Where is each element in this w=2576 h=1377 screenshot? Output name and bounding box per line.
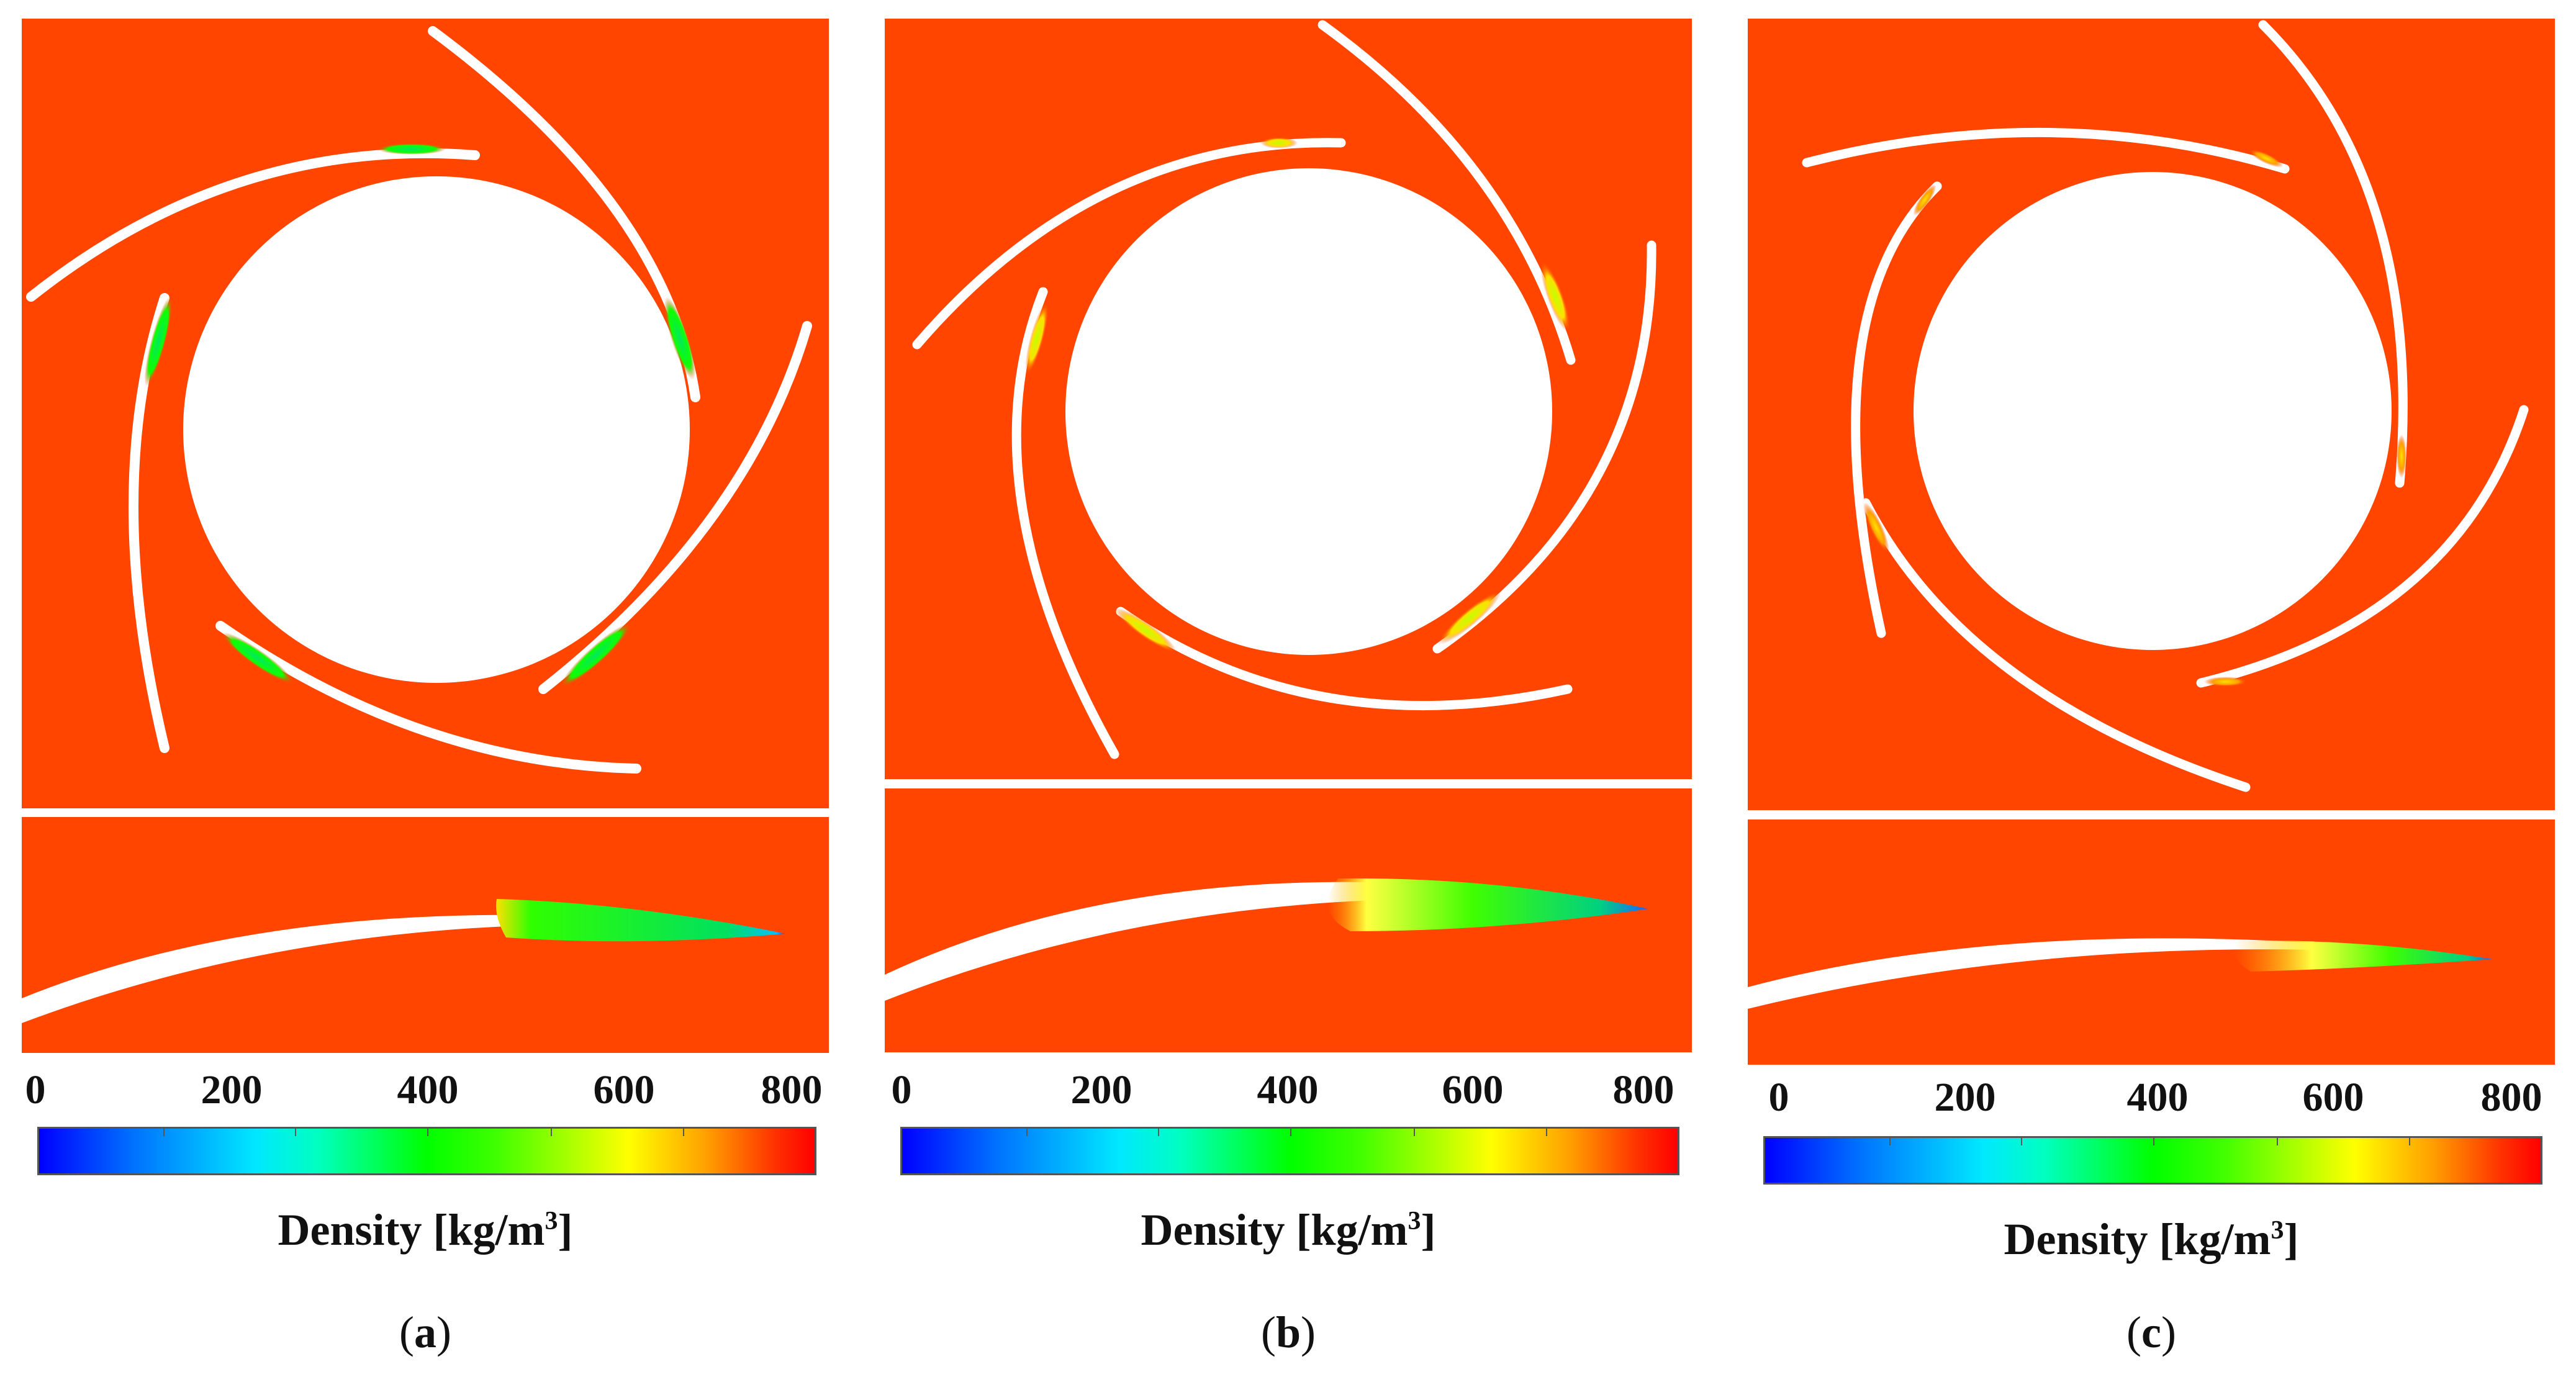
panel-caption: (b) bbox=[1260, 1307, 1316, 1357]
blade-4 bbox=[1861, 498, 2251, 792]
blade-4 bbox=[215, 621, 641, 774]
blade-1 bbox=[1802, 127, 2290, 174]
cavity-region-4 bbox=[222, 632, 294, 684]
panel-b-contour bbox=[885, 19, 1692, 1052]
zoom-blade bbox=[22, 914, 785, 1023]
colorbar-title: Density [kg/m3] bbox=[2004, 1214, 2299, 1264]
cavity-region-5 bbox=[1025, 302, 1049, 375]
panel-c-contour bbox=[1748, 19, 2555, 1065]
blade-3 bbox=[2196, 405, 2529, 688]
hub-circle bbox=[183, 176, 690, 683]
cavity-region-5 bbox=[144, 296, 173, 387]
tick-label-600: 600 bbox=[593, 1067, 655, 1113]
cavity-region-5 bbox=[1913, 184, 1937, 215]
panel-caption: (a) bbox=[399, 1307, 451, 1357]
colorbar-tick-labels: 0 200 400 600 800 bbox=[1742, 1074, 2561, 1120]
tick-label-200: 200 bbox=[1934, 1075, 1996, 1120]
cavity-region-2 bbox=[2397, 435, 2407, 478]
cavity-region-2 bbox=[1540, 261, 1570, 332]
tick-label-600: 600 bbox=[1442, 1067, 1504, 1113]
colorbar-tick-labels: 0 200 400 600 800 bbox=[879, 1067, 1698, 1113]
tick-label-0: 0 bbox=[1768, 1075, 1789, 1120]
cavity-region-3 bbox=[1438, 591, 1501, 644]
zoom-blade bbox=[885, 882, 1648, 1001]
blade-4 bbox=[1116, 607, 1573, 711]
tick-label-400: 400 bbox=[1257, 1067, 1319, 1113]
tick-label-0: 0 bbox=[25, 1067, 46, 1113]
cavity-region-1 bbox=[377, 143, 446, 155]
zoom-blade bbox=[1748, 938, 2493, 1009]
cavity-region-3 bbox=[561, 623, 631, 687]
panel-b: 0 200 400 600 800 Density [kg/m3] (b) bbox=[879, 0, 1698, 1377]
cavity-region-2 bbox=[664, 297, 696, 380]
colorbar bbox=[37, 1127, 816, 1175]
colorbar-title: Density [kg/m3] bbox=[278, 1205, 573, 1255]
tick-label-400: 400 bbox=[2126, 1075, 2189, 1120]
tick-label-400: 400 bbox=[397, 1067, 459, 1113]
cavity-region-1 bbox=[1260, 137, 1298, 148]
zoom-cavity-region bbox=[2234, 940, 2493, 972]
tick-label-800: 800 bbox=[1612, 1067, 1674, 1113]
panel-a-contour bbox=[22, 19, 829, 1053]
colorbar-title: Density [kg/m3] bbox=[1141, 1205, 1436, 1255]
hub-circle bbox=[1914, 172, 2392, 650]
hub-circle bbox=[1065, 168, 1552, 655]
tick-label-600: 600 bbox=[2302, 1075, 2364, 1120]
cavity-region-1 bbox=[2249, 149, 2284, 168]
zoom-cavity-region bbox=[496, 899, 785, 942]
zoom-view-background bbox=[885, 788, 1692, 1052]
zoom-cavity-region bbox=[1328, 878, 1648, 931]
cavity-region-3 bbox=[2204, 677, 2248, 687]
colorbar-tick-labels: 0 200 400 600 800 bbox=[16, 1067, 835, 1113]
panel-caption: (c) bbox=[2126, 1307, 2176, 1357]
panel-c: 0 200 400 600 800 Density [kg/m3] (c) bbox=[1742, 0, 2561, 1377]
cavity-region-4 bbox=[1863, 502, 1890, 554]
tick-label-0: 0 bbox=[891, 1067, 912, 1113]
tick-label-800: 800 bbox=[761, 1067, 823, 1113]
blade-5 bbox=[1011, 287, 1119, 759]
tick-label-200: 200 bbox=[1070, 1067, 1132, 1113]
blade-2 bbox=[2258, 20, 2408, 488]
blade-5 bbox=[1851, 181, 1942, 638]
colorbar bbox=[900, 1127, 1679, 1175]
panel-a: 0 200 400 600 800 Density [kg/m3] (a) bbox=[16, 0, 835, 1377]
tick-label-200: 200 bbox=[201, 1067, 263, 1113]
tick-label-800: 800 bbox=[2480, 1075, 2542, 1120]
cavity-region-4 bbox=[1114, 608, 1177, 652]
colorbar bbox=[1763, 1136, 2542, 1185]
